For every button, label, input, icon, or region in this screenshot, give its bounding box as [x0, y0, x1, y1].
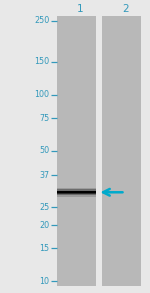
Bar — [57, 189, 96, 195]
Text: 37: 37 — [39, 171, 50, 180]
Bar — [57, 16, 96, 286]
Text: 250: 250 — [34, 16, 50, 25]
Bar — [57, 191, 96, 193]
Text: 10: 10 — [39, 277, 50, 286]
Bar — [57, 190, 96, 194]
Text: 75: 75 — [39, 114, 50, 122]
Text: 15: 15 — [39, 244, 50, 253]
Bar — [57, 188, 96, 197]
Text: 20: 20 — [39, 221, 50, 230]
Text: 150: 150 — [34, 57, 50, 67]
Text: 1: 1 — [77, 4, 84, 14]
Text: 25: 25 — [39, 202, 50, 212]
Bar — [102, 16, 141, 286]
Text: 50: 50 — [39, 146, 50, 155]
Text: 2: 2 — [122, 4, 129, 14]
Text: 100: 100 — [34, 90, 50, 99]
